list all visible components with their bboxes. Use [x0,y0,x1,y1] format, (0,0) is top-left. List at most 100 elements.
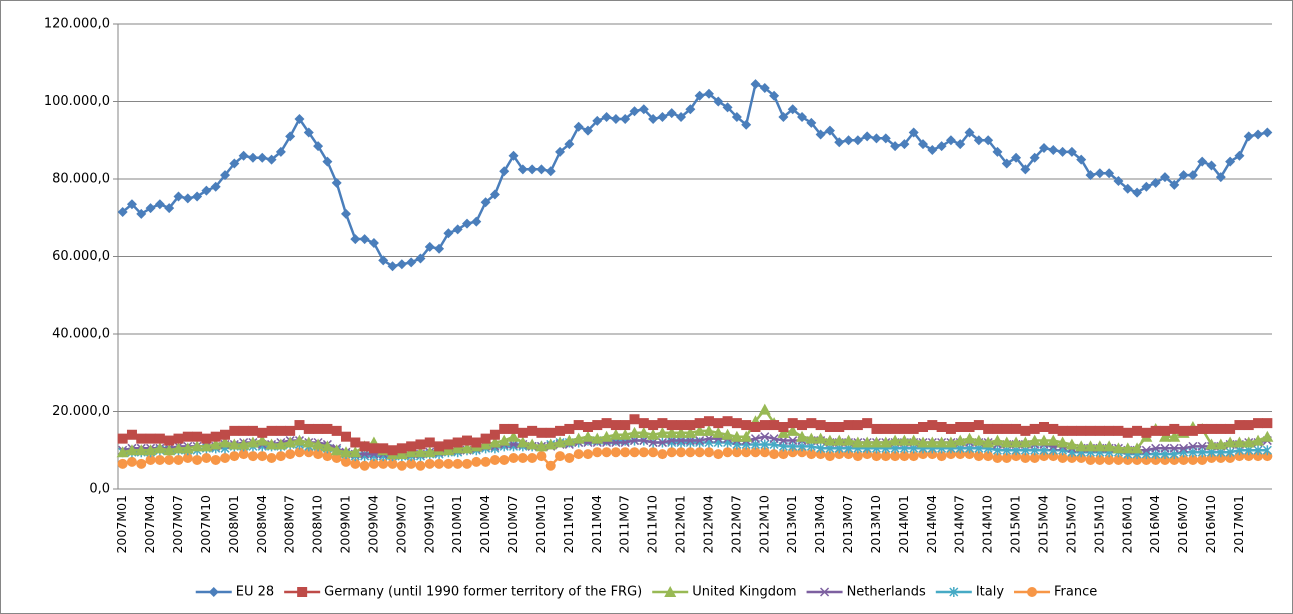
marker [1141,427,1152,438]
x-tick-label: 2013M10 [868,495,883,554]
marker [1104,425,1115,436]
marker [117,458,128,469]
marker [750,434,761,444]
marker [555,425,566,436]
marker [293,434,306,446]
marker [414,446,427,458]
marker [908,423,919,434]
marker [871,133,882,144]
marker [378,458,389,469]
marker [685,447,696,458]
marker [973,135,984,146]
y-tick-label: 0,0 [89,482,110,497]
marker [126,429,137,440]
marker [797,112,808,122]
marker [1243,420,1254,431]
marker [1104,454,1115,465]
marker [992,146,1003,157]
marker [220,453,231,463]
marker [1262,418,1273,429]
marker [592,420,603,431]
marker [322,451,333,462]
marker [1214,438,1227,450]
marker [1066,146,1077,157]
marker [238,425,249,436]
marker [406,257,417,268]
marker [843,135,854,146]
marker [1206,160,1217,171]
marker [573,420,584,431]
marker [1121,442,1134,454]
marker [601,112,612,122]
marker [824,422,835,432]
marker [1187,425,1198,436]
marker [330,444,343,456]
marker [1225,423,1236,434]
marker [582,449,593,460]
marker [880,451,891,462]
marker [759,82,770,93]
marker [1075,440,1088,452]
marker [1057,146,1068,157]
marker [797,420,808,431]
marker [266,453,277,463]
marker [294,420,305,431]
legend-label: Netherlands [847,585,926,600]
marker [963,432,976,444]
marker [479,438,492,450]
marker [1011,152,1022,163]
x-tick-label: 2013M07 [840,495,855,554]
marker [806,117,817,128]
x-tick-label: 2011M04 [589,495,604,554]
marker [823,434,836,446]
marker [944,436,957,448]
marker [424,437,435,448]
marker [247,152,258,163]
marker [1094,168,1105,179]
marker [1197,156,1208,167]
x-tick-label: 2014M01 [896,495,911,554]
marker [1037,434,1050,446]
marker [517,427,528,438]
marker [927,144,938,155]
legend-label: Italy [976,585,1005,600]
marker [694,90,705,101]
marker [750,422,761,432]
marker [628,426,641,438]
marker [899,451,910,462]
marker [265,438,278,450]
marker [815,420,826,431]
marker [760,432,770,442]
legend-item: EU 28 [195,585,274,600]
marker [181,442,194,454]
x-tick-label: 2016M04 [1147,495,1162,554]
marker [461,435,472,446]
marker [667,436,677,446]
marker [796,430,809,442]
marker [266,154,277,165]
marker [1169,443,1179,453]
marker [331,453,342,463]
x-tick-label: 2016M07 [1175,495,1190,554]
x-tick-label: 2009M04 [365,495,380,554]
marker [703,88,714,99]
marker [695,436,705,446]
marker [629,414,640,425]
marker [722,447,733,458]
marker [917,436,930,448]
marker [991,434,1004,446]
marker [786,424,799,436]
marker [219,436,232,448]
marker [620,447,631,458]
marker [1048,144,1059,155]
legend-item: United Kingdom [652,585,797,600]
marker [452,458,463,469]
marker [1001,158,1012,169]
marker [220,429,231,440]
marker [731,418,742,429]
x-tick-label: 2009M10 [421,495,436,554]
marker [527,425,538,436]
marker [321,440,334,452]
marker [516,436,529,448]
marker [879,436,892,448]
